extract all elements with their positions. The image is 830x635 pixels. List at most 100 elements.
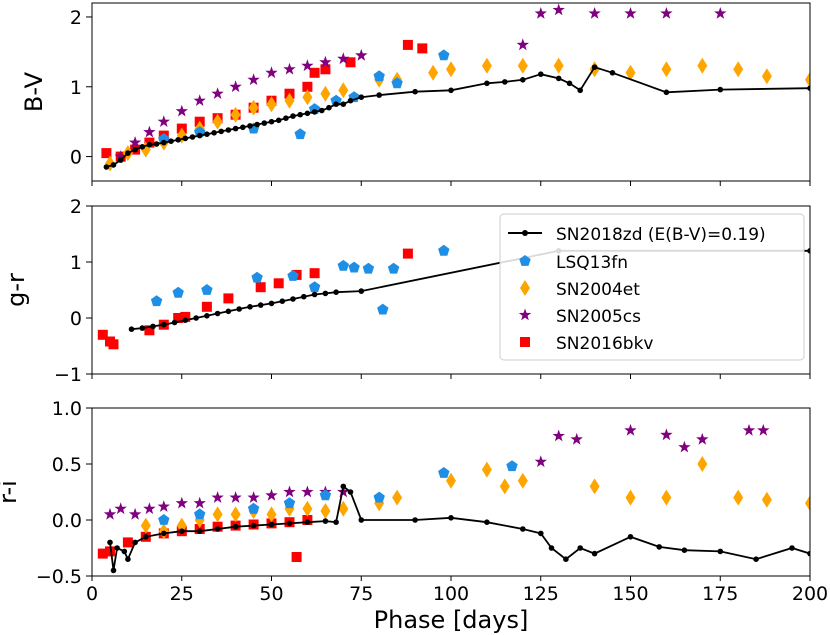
sn2018zd-bv-point-43 [555, 75, 562, 82]
ytick-label-gr-3: 2 [70, 196, 82, 218]
sn2018zd-bv-point-32 [333, 101, 339, 107]
sn2018zd-bv-point-8 [161, 139, 167, 146]
lsq13fn-gr-point-1 [172, 286, 184, 298]
sn2018zd-bv-point-12 [189, 134, 196, 140]
lsq13fn-ri-point-1 [194, 508, 206, 520]
lsq13fn-bv-point-7 [373, 70, 385, 82]
sn2005cs-bv-point-4 [175, 104, 188, 117]
sn2004et-bv-point-23 [661, 61, 672, 78]
panel-ri: −0.5 0.0 0.5 1.0 0 25 50 75 100 125 150 175 200 r-i [0, 398, 828, 605]
sn2018zd-bv-point-17 [225, 127, 232, 133]
sn2018zd-bv-point-26 [290, 113, 296, 119]
sn2018zd-ri-point-7 [161, 530, 167, 537]
panel-bv: 0 1 2 B-V [20, 2, 811, 186]
sn2018zd-gr-point-6 [193, 315, 199, 321]
yticks-ri: −0.5 0.0 0.5 1.0 [36, 398, 92, 588]
sn2004et-bv-point-9 [266, 96, 277, 113]
sn2005cs-bv-point-2 [143, 125, 156, 138]
sn2018zd-gr-point-19 [333, 289, 339, 296]
sn2005cs-bv-point-17 [552, 3, 565, 16]
xtick-label-7: 175 [702, 583, 738, 605]
sn2018zd-ri-point-29 [591, 550, 598, 557]
sn2018zd-bv-point-35 [358, 94, 365, 100]
sn2004et-bv-point-22 [625, 64, 636, 81]
sn2005cs-bv-point-20 [660, 7, 673, 19]
xtick-label-8: 200 [792, 583, 828, 605]
sn2005cs-bv-point-3 [157, 115, 170, 127]
sn2018zd-bv-point-36 [376, 92, 383, 98]
sn2004et-ri-point-9 [302, 500, 313, 517]
sn2004et-ri-point-24 [805, 495, 810, 512]
sn2005cs-ri-point-0 [103, 507, 117, 520]
sn2016bkv-ri-point-0 [97, 548, 108, 559]
sn2016bkv-bv-point-0 [101, 148, 112, 159]
sn2018zd-bv-point-34 [347, 97, 354, 104]
sn2005cs-ri-point-4 [157, 500, 170, 512]
sn2018zd-gr-point-14 [279, 298, 286, 305]
sn2018zd-gr-point-13 [268, 300, 275, 307]
sn2018zd-bv-point-30 [319, 107, 325, 114]
lsq13fn-gr-point-3 [251, 271, 263, 283]
sn2018zd-bv-point-25 [283, 115, 289, 121]
sn2018zd-ri-point-21 [412, 517, 418, 523]
sn2016bkv-gr-point-13 [402, 248, 413, 259]
sn2016bkv-gr-point-2 [108, 339, 119, 350]
sn2005cs-bv-point-12 [319, 55, 332, 68]
sn2018zd-bv-point-37 [412, 88, 418, 95]
legend-box [499, 213, 805, 361]
sn2005cs-ri-point-15 [534, 455, 547, 468]
sn2004et-ri-point-19 [625, 489, 636, 506]
sn2004et-ri-point-22 [733, 489, 744, 506]
sn2018zd-bv-point-50 [807, 85, 810, 91]
sn2005cs-bv-point-19 [624, 7, 637, 19]
sn2005cs-bv-point-14 [355, 48, 368, 61]
lsq13fn-gr-point-6 [337, 259, 349, 271]
sn2018zd-gr-point-18 [322, 290, 329, 297]
sn2004et-ri-point-18 [589, 478, 600, 495]
xtick-label-6: 150 [612, 583, 648, 605]
sn2004et-bv-point-17 [446, 61, 456, 78]
sn2018zd-gr-point-4 [171, 319, 178, 326]
sn2016bkv-gr-point-10 [273, 278, 284, 289]
sn2018zd-gr-point-12 [257, 302, 264, 308]
sn2018zd-ri-point-30 [627, 534, 634, 540]
sn2018zd-gr-point-2 [150, 323, 156, 330]
sn2018zd-ri-point-32 [681, 547, 688, 553]
sn2018zd-gr-point-3 [161, 321, 167, 328]
panel-gr: −1 0 1 2 g-r [2, 196, 811, 386]
sn2018zd-bv-point-6 [146, 141, 153, 148]
sn2018zd-gr-point-20 [358, 288, 365, 294]
sn2016bkv-ri-point-1 [105, 546, 115, 557]
sn2018zd-gr-point-8 [214, 310, 221, 317]
lsq13fn-ri-point-0 [158, 514, 170, 525]
ylabel-gr: g-r [2, 273, 30, 307]
xtick-label-1: 25 [170, 583, 194, 605]
lsq13fn-gr-point-4 [287, 270, 299, 281]
legend-symbol-sn2004et [520, 280, 530, 296]
sn2004et-bv-point-13 [338, 82, 349, 99]
sn2005cs-bv-point-11 [301, 59, 314, 72]
sn2004et-bv-point-7 [230, 106, 241, 123]
sn2018zd-bv-point-5 [139, 144, 146, 150]
legend-symbol-sn2005cs [518, 308, 532, 321]
sn2018zd-bv-point-47 [609, 70, 616, 76]
sn2018zd-bv-point-7 [153, 141, 160, 147]
sn2004et-bv-point-8 [248, 99, 259, 116]
sn2016bkv-gr-point-9 [255, 282, 266, 293]
sn2004et-ri-point-2 [176, 517, 187, 534]
sn2005cs-bv-point-1 [128, 136, 142, 148]
yticks-gr: −1 0 1 2 [54, 196, 92, 386]
legend-marker-sn2004et [520, 280, 530, 296]
sn2018zd-ri-point-1 [110, 567, 117, 574]
sn2018zd-ri-point-22 [448, 515, 454, 521]
ytick-label-ri-3: 1.0 [52, 398, 82, 420]
lsq13fn-bv-point-8 [391, 77, 403, 89]
sn2018zd-ri-point-33 [717, 548, 724, 555]
sn2018zd-bv-point-19 [240, 124, 246, 131]
sn2018zd-bv-point-29 [311, 109, 318, 115]
sn2005cs-ri-point-11 [283, 485, 296, 498]
sn2005cs-bv-point-6 [211, 87, 224, 99]
sn2005cs-ri-point-21 [696, 432, 709, 445]
sn2005cs-ri-point-6 [193, 496, 206, 509]
sn2018zd-ri-point-27 [563, 556, 569, 562]
